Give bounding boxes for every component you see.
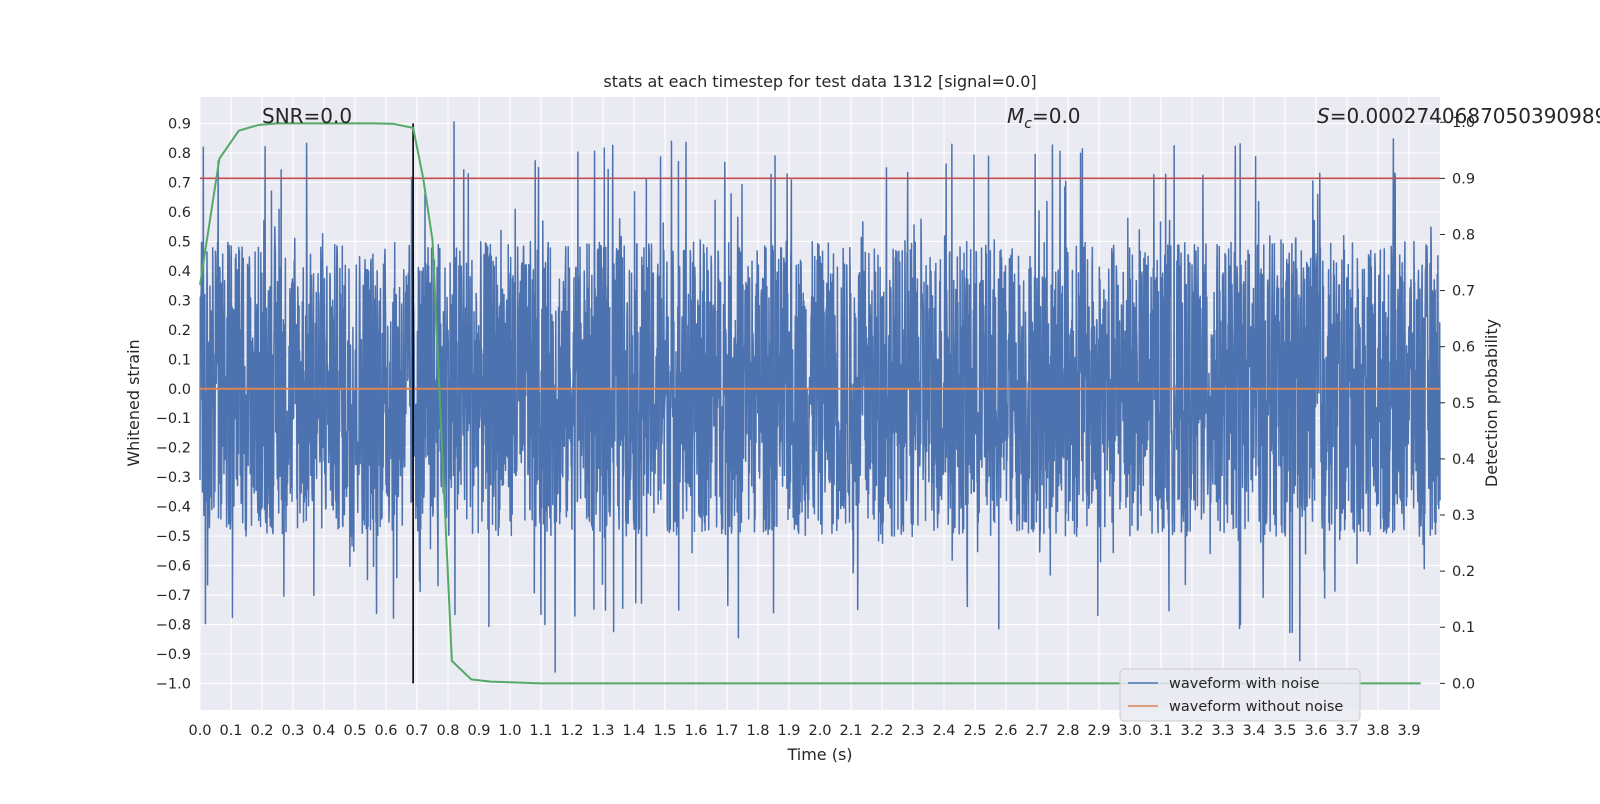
x-tick-label: 1.4 xyxy=(622,723,645,739)
annotation-s-value: =0.00027406870503909898 xyxy=(1330,104,1600,128)
y-tick-label-left: −0.8 xyxy=(156,618,191,634)
x-tick-label: 0.5 xyxy=(343,723,366,739)
x-tick-label: 2.2 xyxy=(870,723,893,739)
x-tick-label: 3.5 xyxy=(1273,723,1296,739)
chart-title: stats at each timestep for test data 131… xyxy=(603,72,1036,91)
y-tick-label-right: 0.1 xyxy=(1452,620,1475,636)
annotation-mc-subscript: c xyxy=(1024,116,1032,132)
y-tick-label-left: 0.6 xyxy=(168,205,191,221)
y-tick-label-left: 0.3 xyxy=(168,293,191,309)
y-tick-label-left: 0.9 xyxy=(168,117,191,133)
x-tick-label: 3.9 xyxy=(1397,723,1420,739)
y-tick-label-right: 0.7 xyxy=(1452,284,1475,300)
y-tick-label-left: 0.8 xyxy=(168,146,191,162)
y-tick-label-left: −0.1 xyxy=(156,411,191,427)
x-tick-label: 0.9 xyxy=(467,723,490,739)
y-tick-label-left: 0.5 xyxy=(168,234,191,250)
y-tick-label-right: 0.3 xyxy=(1452,508,1475,524)
y-tick-label-right: 0.6 xyxy=(1452,340,1475,356)
x-tick-label: 0.0 xyxy=(188,723,211,739)
x-tick-label: 1.1 xyxy=(529,723,552,739)
x-tick-label: 2.9 xyxy=(1087,723,1110,739)
x-tick-label: 0.1 xyxy=(219,723,242,739)
x-tick-label: 3.6 xyxy=(1304,723,1327,739)
y-tick-label-left: −0.4 xyxy=(156,500,191,516)
tick-labels: 0.0 0.1 0.2 0.3 0.4 0.5 0.6 0.7 0.8 0.9 1.0 1.1 1.2 1… xyxy=(156,115,1475,739)
x-tick-label: 3.7 xyxy=(1335,723,1358,739)
x-tick-label: 2.0 xyxy=(808,723,831,739)
x-tick-label: 3.8 xyxy=(1366,723,1389,739)
x-tick-label: 1.0 xyxy=(498,723,521,739)
y-tick-label-left: 0.7 xyxy=(168,175,191,191)
annotation-snr: SNR=0.0 xyxy=(262,104,352,128)
y-tick-label-right: 1.0 xyxy=(1452,115,1475,131)
x-tick-label: 3.0 xyxy=(1118,723,1141,739)
x-tick-label: 2.1 xyxy=(839,723,862,739)
x-tick-label: 2.4 xyxy=(932,723,955,739)
annotation-mc: Mc=0.0 xyxy=(1007,104,1081,132)
annotation-s: S=0.00027406870503909898 xyxy=(1317,104,1600,128)
y-tick-label-right: 0.2 xyxy=(1452,564,1475,580)
x-tick-label: 1.6 xyxy=(684,723,707,739)
x-tick-label: 2.8 xyxy=(1056,723,1079,739)
annotation-mc-symbol: M xyxy=(1007,104,1024,128)
y-tick-label-left: −0.5 xyxy=(156,529,191,545)
y-tick-label-left: −0.2 xyxy=(156,441,191,457)
x-tick-label: 3.3 xyxy=(1211,723,1234,739)
y-tick-label-left: 0.4 xyxy=(168,264,191,280)
x-tick-label: 1.5 xyxy=(653,723,676,739)
legend-label-clean: waveform without noise xyxy=(1169,699,1343,715)
x-tick-label: 2.6 xyxy=(994,723,1017,739)
x-axis-label: Time (s) xyxy=(786,745,852,764)
x-tick-label: 0.2 xyxy=(250,723,273,739)
y-axis-label-right: Detection probability xyxy=(1482,319,1501,487)
x-tick-label: 3.2 xyxy=(1180,723,1203,739)
y-tick-label-left: −0.6 xyxy=(156,559,191,575)
x-tick-label: 1.7 xyxy=(715,723,738,739)
y-tick-label-right: 0.9 xyxy=(1452,171,1475,187)
annotation-s-symbol: S xyxy=(1317,104,1330,128)
x-tick-label: 0.7 xyxy=(405,723,428,739)
legend: waveform with noise waveform without noi… xyxy=(1119,668,1361,722)
y-tick-label-left: 0.1 xyxy=(168,352,191,368)
y-tick-label-right: 0.4 xyxy=(1452,452,1475,468)
y-tick-label-right: 0.8 xyxy=(1452,227,1475,243)
x-tick-label: 2.7 xyxy=(1025,723,1048,739)
line-detection-probability xyxy=(199,122,1421,685)
annotation-mc-value: =0.0 xyxy=(1032,104,1081,128)
x-tick-label: 2.5 xyxy=(963,723,986,739)
legend-label-noise: waveform with noise xyxy=(1169,676,1320,692)
x-tick-label: 3.4 xyxy=(1242,723,1265,739)
y-tick-label-left: −0.3 xyxy=(156,470,191,486)
x-tick-label: 0.4 xyxy=(312,723,335,739)
series-waveform-with-noise xyxy=(199,121,1441,673)
x-tick-label: 0.3 xyxy=(281,723,304,739)
x-tick-label: 1.2 xyxy=(560,723,583,739)
y-tick-label-left: −1.0 xyxy=(156,676,191,692)
y-axis-label-left: Whitened strain xyxy=(124,339,143,466)
y-tick-label-left: 0.0 xyxy=(168,382,191,398)
y-tick-label-left: 0.2 xyxy=(168,323,191,339)
legend-box xyxy=(1119,668,1361,722)
x-tick-label: 0.6 xyxy=(374,723,397,739)
line-waveform-with-noise xyxy=(199,121,1441,673)
y-tick-label-left: −0.7 xyxy=(156,588,191,604)
x-tick-label: 1.8 xyxy=(746,723,769,739)
x-tick-label: 1.9 xyxy=(777,723,800,739)
y-tick-label-left: −0.9 xyxy=(156,647,191,663)
x-tick-label: 0.8 xyxy=(436,723,459,739)
overlay-lines xyxy=(199,122,1440,685)
y-tick-label-right: 0.5 xyxy=(1452,396,1475,412)
y-tick-label-right: 0.0 xyxy=(1452,676,1475,692)
x-tick-label: 3.1 xyxy=(1149,723,1172,739)
x-tick-label: 1.3 xyxy=(591,723,614,739)
x-tick-label: 2.3 xyxy=(901,723,924,739)
